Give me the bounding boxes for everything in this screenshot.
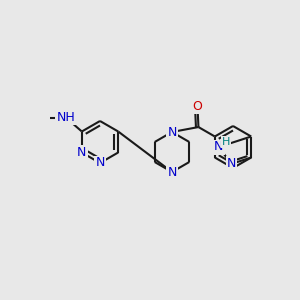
Text: N: N xyxy=(77,146,86,159)
Text: H: H xyxy=(222,137,230,147)
Text: N: N xyxy=(167,166,177,178)
Text: O: O xyxy=(193,100,202,112)
Text: N: N xyxy=(95,157,105,169)
Text: N: N xyxy=(214,140,224,154)
Text: N: N xyxy=(167,125,177,139)
Text: N: N xyxy=(226,158,236,170)
Text: NH: NH xyxy=(56,111,75,124)
